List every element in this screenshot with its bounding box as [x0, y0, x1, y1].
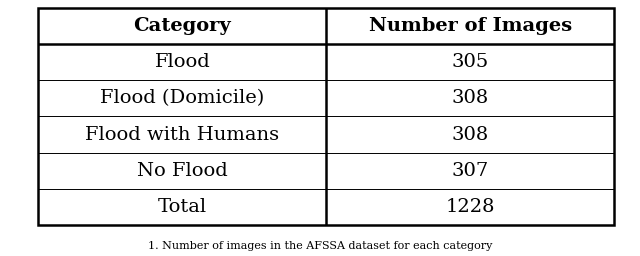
Text: 308: 308 [452, 126, 489, 144]
Text: 308: 308 [452, 89, 489, 107]
Text: 1228: 1228 [445, 198, 495, 216]
Text: Total: Total [158, 198, 207, 216]
Text: Flood (Domicile): Flood (Domicile) [100, 89, 264, 107]
Text: Category: Category [134, 17, 231, 35]
Text: 1. Number of images in the AFSSA dataset for each category: 1. Number of images in the AFSSA dataset… [148, 241, 492, 251]
Text: No Flood: No Flood [137, 162, 228, 180]
Text: Number of Images: Number of Images [369, 17, 572, 35]
Text: 307: 307 [452, 162, 489, 180]
Text: Flood: Flood [154, 53, 211, 71]
Text: Flood with Humans: Flood with Humans [85, 126, 280, 144]
Text: 305: 305 [452, 53, 489, 71]
